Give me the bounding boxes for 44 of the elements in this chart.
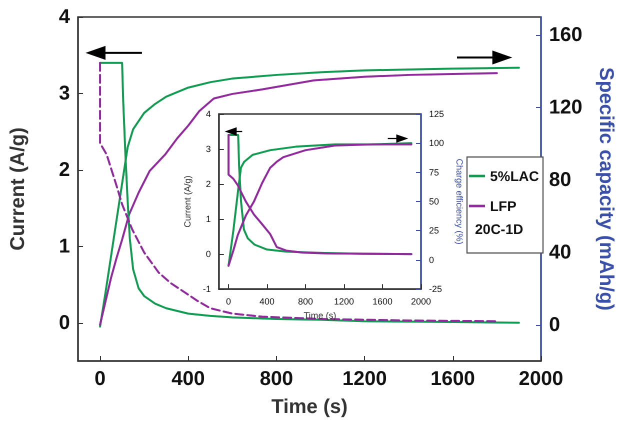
y-tick-label: 1 [206,214,211,224]
y2-tick-label: 0 [429,254,434,265]
x-tick-label: 2000 [518,368,564,390]
x-tick-label: 1200 [342,368,387,390]
y-tick-label: 3 [206,144,211,154]
y-tick-label: 0 [206,249,211,260]
y2-tick-label: 120 [549,96,582,119]
legend-title: 20C-1D [475,221,524,237]
legend-label: 5%LAC [490,168,540,184]
y-tick-label: 1 [58,235,70,258]
y-tick-label: -1 [202,284,211,294]
y2-tick-label: 25 [429,226,440,236]
y-axis-title: Current (A/g) [182,176,192,228]
y2-tick-label: 100 [429,138,444,148]
y-tick-label: 3 [58,82,70,104]
x-tick-label: 2000 [410,296,432,307]
y2-tick-label: 40 [549,241,572,264]
x-tick-label: 0 [94,368,106,390]
y-tick-label: 2 [58,158,70,181]
x-tick-label: 800 [298,296,314,307]
y-tick-label: 0 [58,312,70,334]
x-tick-label: 800 [260,368,294,390]
y-tick-label: 4 [206,109,211,119]
x-tick-label: 1600 [372,296,393,307]
y2-tick-label: -25 [429,284,442,294]
y2-tick-label: 0 [549,314,560,336]
y2-tick-label: 80 [549,168,572,191]
x-axis-title: Time (s) [304,310,336,320]
y-tick-label: 4 [58,6,71,28]
y2-tick-label: 50 [429,196,440,207]
x-tick-label: 1600 [430,368,476,390]
y2-tick-label: 75 [429,167,440,178]
y2-axis-title: Charge efficiency (%) [454,158,464,244]
y2-axis-title: Specific capacity (mAh/g) [595,67,617,311]
x-tick-label: 1200 [334,296,354,307]
legend-label: LFP [490,198,516,214]
y2-tick-label: 125 [429,109,444,119]
x-tick-label: 400 [260,296,275,307]
x-tick-label: 0 [226,296,232,307]
x-tick-label: 400 [172,368,205,390]
y-axis-title: Current (A/g) [7,127,29,251]
y-tick-label: 2 [206,179,211,190]
x-axis-title: Time (s) [271,396,348,418]
y2-tick-label: 160 [549,24,582,46]
